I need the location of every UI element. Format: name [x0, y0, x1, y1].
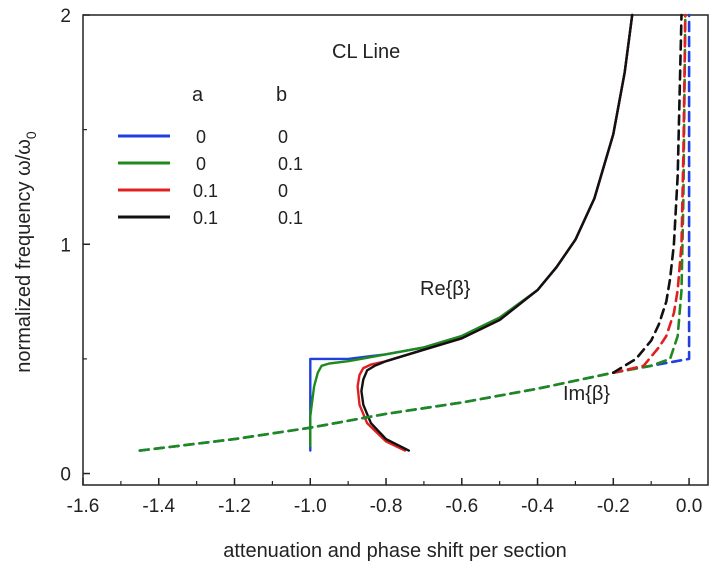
y-axis-title: normalized frequency ω/ω0 — [13, 131, 39, 373]
annotation-re-beta: Re{β} — [420, 278, 471, 300]
legend-a-3: 0.1 — [193, 208, 218, 228]
legend-a-1: 0 — [196, 154, 206, 174]
y-tick-label: 0 — [60, 465, 71, 486]
y-tick-label: 1 — [60, 235, 71, 256]
y-axis-title-main: normalized frequency — [13, 176, 35, 373]
series-line-6 — [612, 13, 687, 374]
x-tick-label: 0.0 — [676, 496, 702, 517]
x-tick-label: -1.6 — [67, 496, 100, 517]
x-tick-label: -0.2 — [597, 496, 630, 517]
x-axis-title: attenuation and phase shift per section — [223, 540, 567, 562]
y-axis-title-omega: ω/ω — [13, 139, 35, 176]
x-tick-label: -1.2 — [218, 496, 251, 517]
legend-b-0: 0 — [278, 127, 288, 147]
x-tick-label: -0.4 — [521, 496, 554, 517]
plot-frame — [82, 14, 709, 486]
chart-title: CL Line — [332, 41, 400, 63]
x-tick-label: -1.0 — [294, 496, 327, 517]
y-axis-ticks: 0 1 2 — [60, 6, 90, 486]
series-line-7 — [612, 13, 683, 374]
y-axis-title-sub: 0 — [23, 131, 39, 139]
x-tick-label: -1.4 — [142, 496, 175, 517]
legend-b-1: 0.1 — [278, 154, 303, 174]
legend-b-2: 0 — [278, 181, 288, 201]
legend: a b 0 0 0 0.1 0.1 0 0.1 0.1 — [118, 84, 303, 228]
x-tick-label: -0.6 — [445, 496, 478, 517]
legend-a-2: 0.1 — [193, 181, 218, 201]
annotation-im-beta: Im{β} — [563, 383, 610, 405]
legend-header-b: b — [276, 84, 287, 106]
legend-a-0: 0 — [196, 127, 206, 147]
x-axis-ticks: -1.6 -1.4 -1.2 -1.0 -0.8 -0.6 -0.4 -0.2 0.0 — [67, 478, 702, 517]
y-tick-label: 2 — [60, 6, 71, 27]
x-tick-label: -0.8 — [370, 496, 403, 517]
series-line-3 — [360, 13, 634, 452]
series-group — [138, 13, 691, 452]
legend-b-3: 0.1 — [278, 208, 303, 228]
legend-header-a: a — [192, 84, 204, 106]
